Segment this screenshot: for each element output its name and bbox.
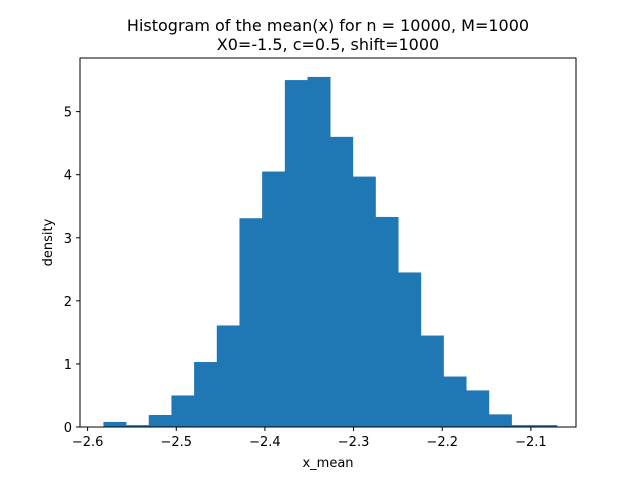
histogram-bar [126,425,150,427]
histogram-bar [216,325,240,427]
histogram-bar [511,425,535,427]
chart-title-line-2: X0=-1.5, c=0.5, shift=1000 [217,35,439,54]
histogram-bar [262,171,286,427]
plot-frame [79,57,577,428]
y-tick-label: 3 [64,232,72,247]
x-tick-label: −2.6 [72,435,104,450]
histogram-bar [398,272,422,427]
histogram-bar [488,414,512,427]
x-tick-label: −2.3 [338,435,370,450]
y-tick-label: 0 [64,421,72,436]
y-tick-label: 4 [64,169,72,184]
histogram-bar [534,425,558,427]
histogram-bar [466,390,490,427]
histogram-bar [375,216,399,427]
histogram-bar [194,362,218,427]
y-tick-label: 5 [64,106,72,121]
histogram-bar [284,80,308,428]
x-tick-label: −2.1 [515,435,547,450]
histogram-bars [103,76,558,428]
histogram-bar [148,415,172,427]
y-axis-ticks: 0 1 2 3 4 5 [64,106,80,436]
histogram-bar [352,176,376,427]
chart-title-line-1: Histogram of the mean(x) for n = 10000, … [127,16,529,35]
x-tick-label: −2.5 [160,435,192,450]
histogram-bar [330,136,354,427]
histogram-bar [103,421,127,427]
histogram-bar [171,395,195,427]
histogram-bar [239,218,263,427]
histogram-bar [443,376,467,427]
x-tick-label: −2.2 [426,435,458,450]
x-axis-ticks: −2.6 −2.5 −2.4 −2.3 −2.2 −2.1 [72,427,547,450]
histogram-bar [420,335,444,427]
x-axis-label: x_mean [302,456,353,471]
y-axis-label: density [41,218,56,266]
y-tick-label: 2 [64,295,72,310]
histogram-bar [307,76,331,427]
y-tick-label: 1 [64,358,72,373]
x-tick-label: −2.4 [249,435,281,450]
